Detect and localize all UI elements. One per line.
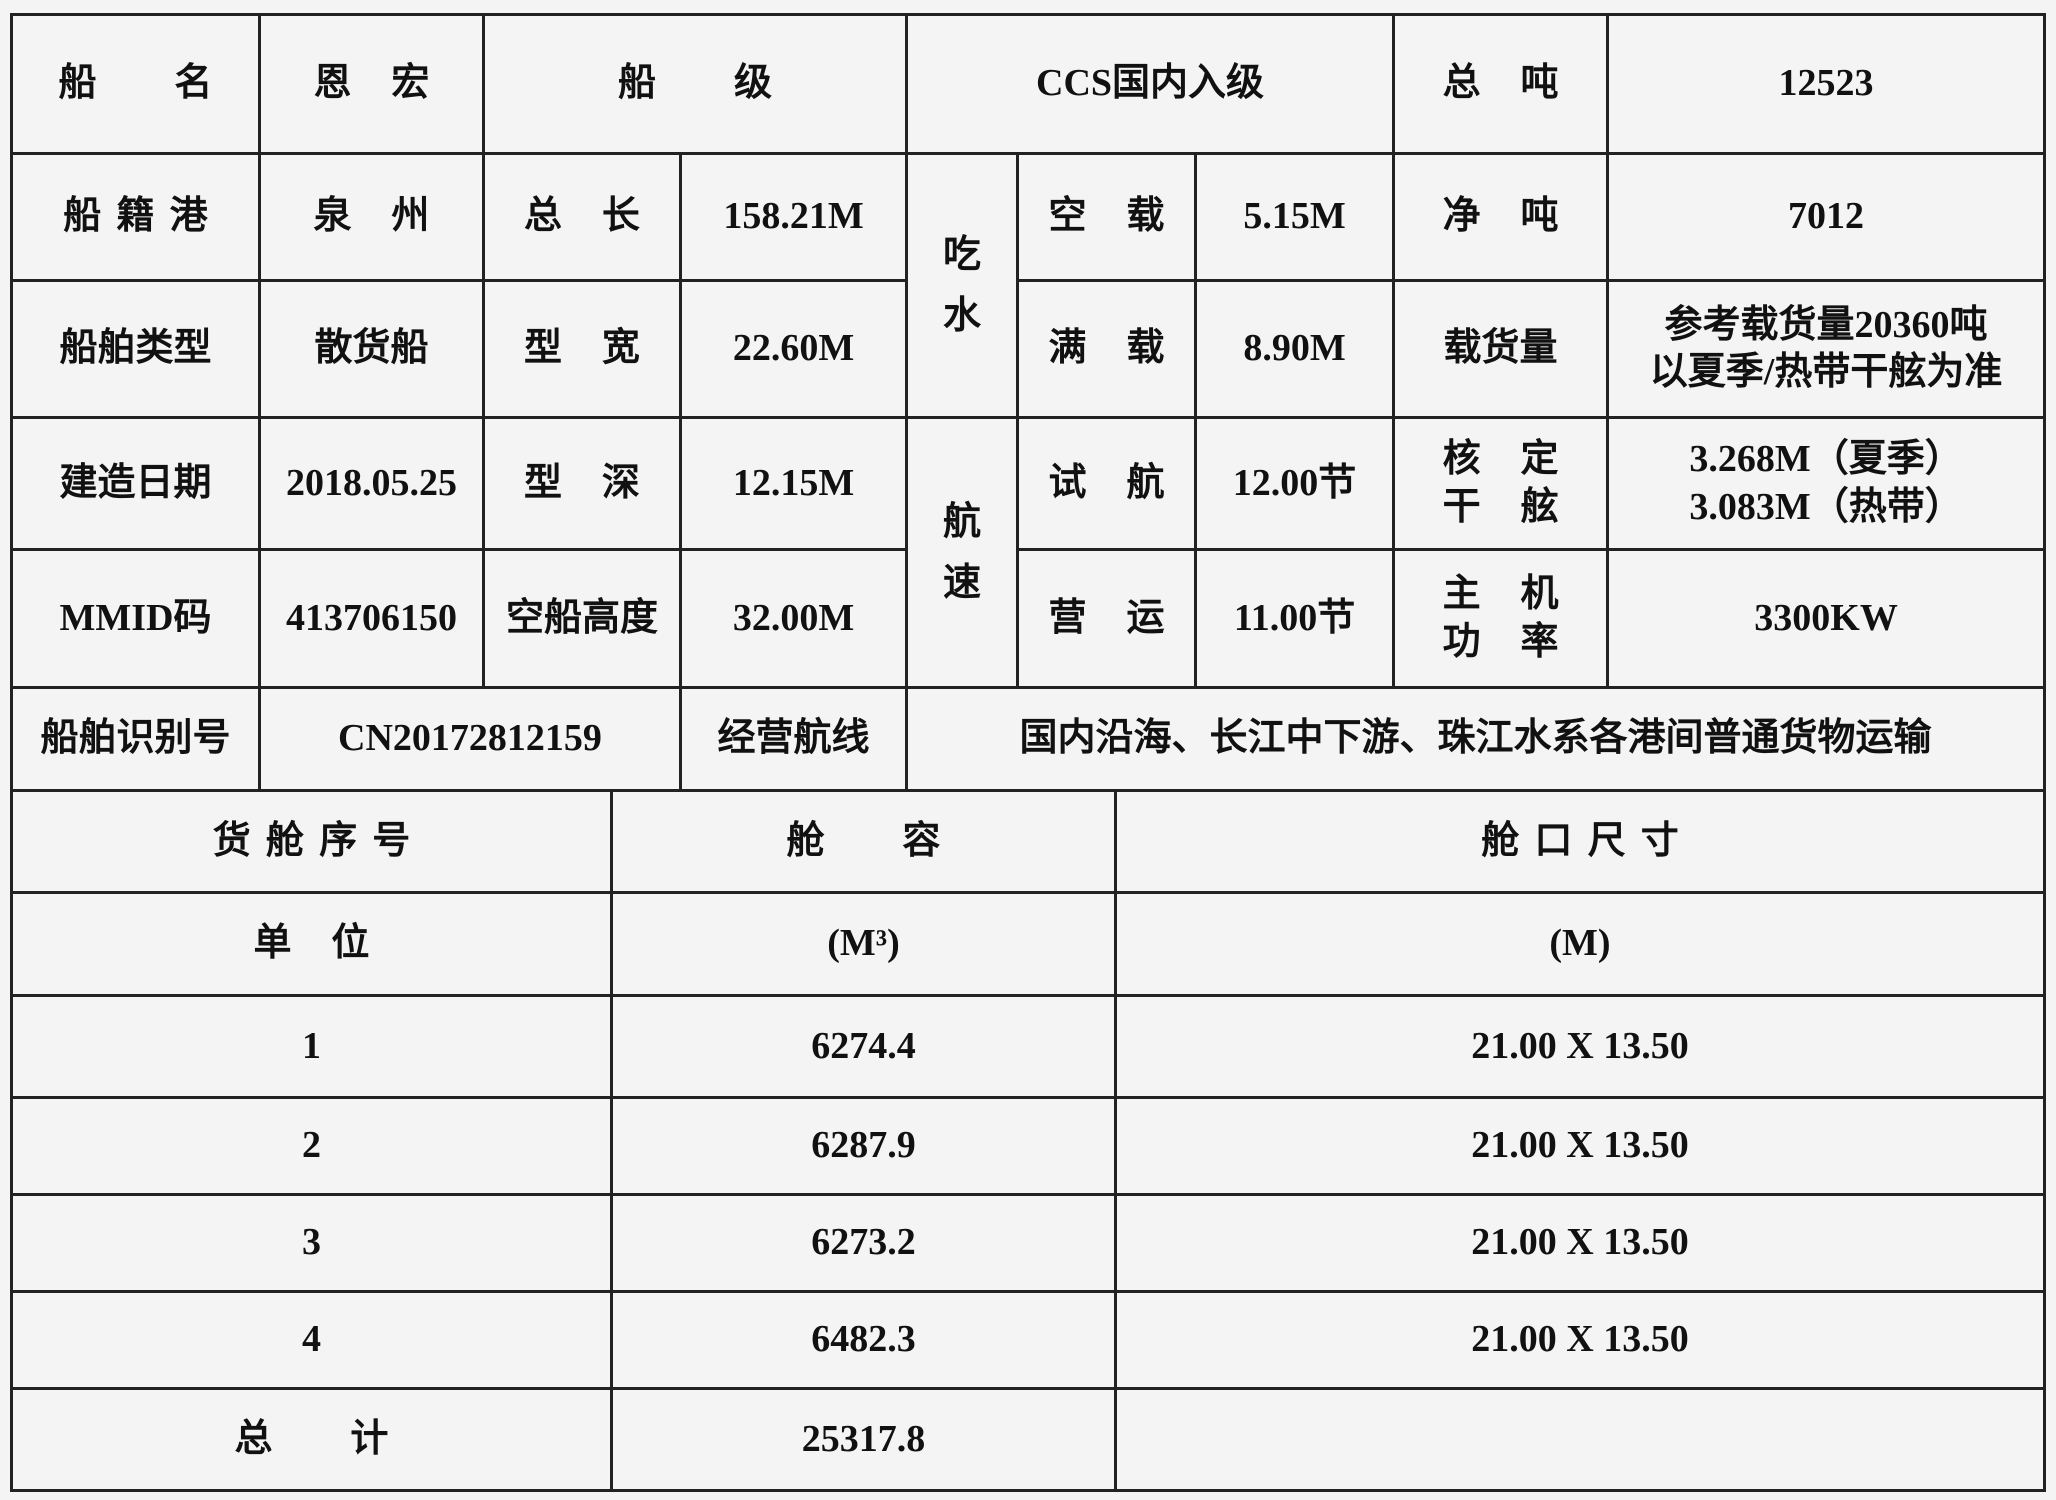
- type-value: 散货船: [258, 279, 485, 419]
- cargo-line: 参考载货量20360吨: [1664, 303, 1988, 346]
- freeboard-label-line: 干 舷: [1442, 485, 1574, 528]
- port-value: 泉 州: [258, 152, 485, 282]
- class-value: CCS国内入级: [905, 13, 1396, 155]
- unit-label: 单 位: [10, 891, 613, 997]
- name-label: 船 名: [10, 13, 261, 155]
- table-row: 2 6287.9 21.00 X 13.50: [10, 1096, 2046, 1196]
- hold-number: 2: [10, 1096, 613, 1196]
- mmsi-value: 413706150: [258, 548, 485, 689]
- hold-hatch-size: 21.00 X 13.50: [1114, 1096, 2046, 1196]
- service-speed-label: 营 运: [1016, 548, 1198, 689]
- build-date-label: 建造日期: [10, 416, 261, 551]
- freeboard-line: 3.268M（夏季）: [1689, 438, 1963, 480]
- total-capacity: 25317.8: [610, 1387, 1117, 1492]
- gross-tonnage-value: 12523: [1606, 13, 2047, 155]
- engine-label: 主 机 功 率: [1392, 548, 1610, 689]
- freeboard-label-line: 核 定: [1442, 438, 1574, 480]
- route-label: 经营航线: [678, 686, 909, 792]
- draft-label-line: 水: [943, 294, 982, 337]
- hold-capacity: 6273.2: [610, 1193, 1117, 1293]
- light-draft-label: 空 载: [1016, 152, 1198, 282]
- service-speed-value: 11.00节: [1194, 548, 1396, 689]
- port-label: 船籍港: [10, 152, 261, 282]
- engine-label-line: 功 率: [1442, 620, 1574, 663]
- table-row: 4 6482.3 21.00 X 13.50: [10, 1290, 2046, 1390]
- engine-label-line: 主 机: [1442, 573, 1574, 615]
- cargo-label: 载货量: [1392, 279, 1610, 419]
- mmsi-label: MMID码: [10, 548, 261, 689]
- hold-capacity: 6274.4: [610, 994, 1117, 1099]
- trial-speed-value: 12.00节: [1194, 416, 1396, 551]
- freeboard-label: 核 定 干 舷: [1392, 416, 1610, 551]
- hold-hatch-size: 21.00 X 13.50: [1114, 1290, 2046, 1390]
- capacity-unit: (M³): [610, 891, 1117, 997]
- speed-label-line: 速: [943, 561, 982, 604]
- ship-particulars-table: 船 名 恩 宏 船 级 CCS国内入级 总 吨 12523 船籍港 泉 州 总 …: [10, 13, 2047, 792]
- air-draft-value: 32.00M: [678, 548, 909, 689]
- hold-number-header: 货舱序号: [10, 789, 613, 894]
- full-draft-label: 满 载: [1016, 279, 1198, 419]
- hold-number: 3: [10, 1193, 613, 1293]
- net-tonnage-value: 7012: [1606, 152, 2047, 282]
- engine-power-value: 3300KW: [1606, 548, 2047, 689]
- freeboard-value: 3.268M（夏季） 3.083M（热带）: [1606, 416, 2047, 551]
- gross-tonnage-label: 总 吨: [1392, 13, 1610, 155]
- hold-hatch-size: 21.00 X 13.50: [1114, 1193, 2046, 1293]
- trial-speed-label: 试 航: [1016, 416, 1198, 551]
- total-empty-cell: [1114, 1387, 2046, 1492]
- draft-label: 吃 水: [905, 152, 1020, 419]
- length-label: 总 长: [482, 152, 682, 282]
- hold-hatch-size: 21.00 X 13.50: [1114, 994, 2046, 1099]
- cargo-value: 参考载货量20360吨 以夏季/热带干舷为准: [1606, 279, 2047, 419]
- route-value: 国内沿海、长江中下游、珠江水系各港间普通货物运输: [905, 686, 2047, 792]
- cargo-line: 以夏季/热带干舷为准: [1649, 351, 2003, 393]
- draft-label-line: 吃: [943, 233, 982, 276]
- depth-value: 12.15M: [678, 416, 909, 551]
- air-draft-label: 空船高度: [482, 548, 682, 689]
- speed-label-line: 航: [943, 500, 982, 543]
- breadth-label: 型 宽: [482, 279, 682, 419]
- cargo-holds-table: 货舱序号 舱 容 舱口尺寸 单 位 (M³) (M) 1 6274.4 21.0…: [10, 789, 2046, 1492]
- speed-label: 航 速: [905, 416, 1020, 689]
- table-row: 1 6274.4 21.00 X 13.50: [10, 994, 2046, 1099]
- hatch-unit: (M): [1114, 891, 2046, 997]
- build-date-value: 2018.05.25: [258, 416, 485, 551]
- hold-capacity: 6482.3: [610, 1290, 1117, 1390]
- light-draft-value: 5.15M: [1194, 152, 1396, 282]
- full-draft-value: 8.90M: [1194, 279, 1396, 419]
- name-value: 恩 宏: [258, 13, 485, 155]
- breadth-value: 22.60M: [678, 279, 909, 419]
- table-row: 3 6273.2 21.00 X 13.50: [10, 1193, 2046, 1293]
- type-label: 船舶类型: [10, 279, 261, 419]
- length-value: 158.21M: [678, 152, 909, 282]
- capacity-header: 舱 容: [610, 789, 1117, 894]
- hold-number: 4: [10, 1290, 613, 1390]
- total-label: 总 计: [10, 1387, 613, 1492]
- hold-number: 1: [10, 994, 613, 1099]
- net-tonnage-label: 净 吨: [1392, 152, 1610, 282]
- freeboard-line: 3.083M（热带）: [1689, 485, 1963, 528]
- class-label: 船 级: [481, 13, 909, 155]
- hatch-size-header: 舱口尺寸: [1114, 789, 2046, 894]
- id-value: CN20172812159: [258, 686, 682, 792]
- id-label: 船舶识别号: [10, 686, 261, 792]
- hold-capacity: 6287.9: [610, 1096, 1117, 1196]
- depth-label: 型 深: [482, 416, 682, 551]
